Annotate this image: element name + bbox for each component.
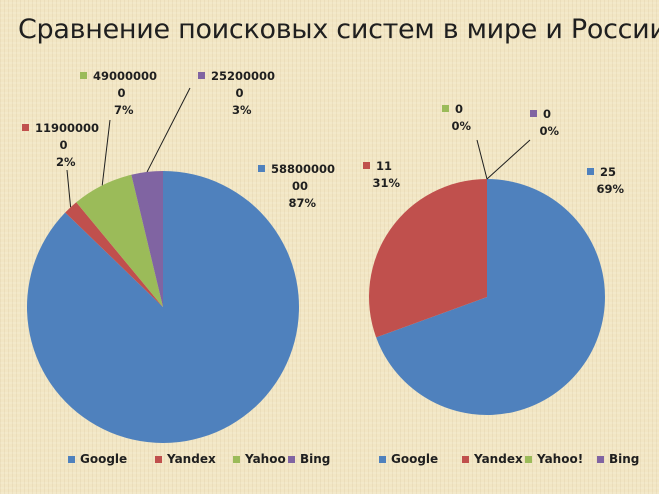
data-label-value: 0 xyxy=(455,102,463,116)
pie1-legend: Google Yandex Yahoo Bing xyxy=(68,452,330,466)
pie1-leader-yahoo xyxy=(101,119,111,186)
data-label-percent: 2% xyxy=(56,155,76,169)
pie2-data-label-yahoo: 00% xyxy=(442,102,472,133)
legend-item-yandex: Yandex xyxy=(462,452,523,466)
legend-item-yahoo: Yahoo xyxy=(233,452,286,466)
pie2-slice-yandex xyxy=(369,179,487,338)
data-label-marker xyxy=(258,165,265,172)
data-label-percent: 7% xyxy=(114,103,134,117)
pie2-slice-google xyxy=(376,179,605,415)
legend-item-google: Google xyxy=(68,452,127,466)
data-label-value: 11 xyxy=(376,159,392,173)
pie1-data-label-yahoo: 49000000 0 7% xyxy=(80,69,157,117)
data-label-percent: 3% xyxy=(232,103,252,117)
legend-label: Yahoo xyxy=(244,452,286,466)
legend-swatch xyxy=(525,456,532,463)
data-label-value: 0 xyxy=(60,138,68,152)
data-label-value: 25200000 xyxy=(211,69,275,83)
legend-swatch xyxy=(379,456,386,463)
data-label-value: 0 xyxy=(236,86,244,100)
legend-label: Bing xyxy=(300,452,330,466)
data-label-marker xyxy=(587,168,594,175)
data-label-percent: 69% xyxy=(597,182,625,196)
legend-swatch xyxy=(155,456,162,463)
pie1-data-label-bing: 25200000 0 3% xyxy=(198,69,275,117)
pie1-slice-google xyxy=(26,171,299,443)
legend-item-google: Google xyxy=(379,452,438,466)
data-label-percent: 87% xyxy=(289,196,317,210)
legend-label: Yandex xyxy=(473,452,523,466)
data-label-value: 0 xyxy=(118,86,126,100)
legend-swatch xyxy=(462,456,469,463)
legend-label: Yandex xyxy=(166,452,216,466)
data-label-marker xyxy=(442,105,449,112)
pie2-leader-bing xyxy=(486,139,531,180)
legend-item-yahoo: Yahoo! xyxy=(525,452,583,466)
data-label-marker xyxy=(363,162,370,169)
pie1-slice-bing xyxy=(131,171,163,307)
page-title: Сравнение поисковых систем в мире и Росс… xyxy=(18,14,659,45)
legend-swatch xyxy=(597,456,604,463)
pie1-data-label-yandex: 11900000 0 2% xyxy=(22,121,99,169)
pie-chart-1: 58800000 00 87% 11900000 0 2% 49000000 0 7% 25200… xyxy=(22,69,335,443)
legend-label: Google xyxy=(391,452,438,466)
data-label-percent: 0% xyxy=(540,124,560,138)
legend-swatch xyxy=(68,456,75,463)
data-label-marker xyxy=(22,124,29,131)
legend-item-bing: Bing xyxy=(288,452,330,466)
legend-item-bing: Bing xyxy=(597,452,639,466)
data-label-value: 0 xyxy=(543,107,551,121)
pie1-leader-bing xyxy=(146,87,191,173)
legend-swatch xyxy=(288,456,295,463)
data-label-value: 49000000 xyxy=(93,69,157,83)
data-label-value: 11900000 xyxy=(35,121,99,135)
data-label-value: 25 xyxy=(600,165,616,179)
legend-label: Google xyxy=(80,452,127,466)
data-label-percent: 31% xyxy=(373,176,401,190)
pie1-slice-yahoo xyxy=(76,174,163,307)
data-label-value: 58800000 xyxy=(271,162,335,176)
legend-label: Yahoo! xyxy=(536,452,583,466)
pie2-leader-yahoo xyxy=(476,139,488,180)
data-label-marker xyxy=(530,110,537,117)
pie2-data-label-bing: 00% xyxy=(530,107,560,138)
data-label-marker xyxy=(198,72,205,79)
legend-swatch xyxy=(233,456,240,463)
data-label-value: 00 xyxy=(292,179,308,193)
data-label-percent: 0% xyxy=(452,119,472,133)
data-label-marker xyxy=(80,72,87,79)
pie1-leader-yandex xyxy=(66,169,72,208)
pie1-slice-yandex xyxy=(65,202,163,307)
pie2-legend: Google Yandex Yahoo! Bing xyxy=(379,452,639,466)
legend-item-yandex: Yandex xyxy=(155,452,216,466)
pie1-data-label-google: 58800000 00 87% xyxy=(258,162,335,210)
legend-label: Bing xyxy=(609,452,639,466)
